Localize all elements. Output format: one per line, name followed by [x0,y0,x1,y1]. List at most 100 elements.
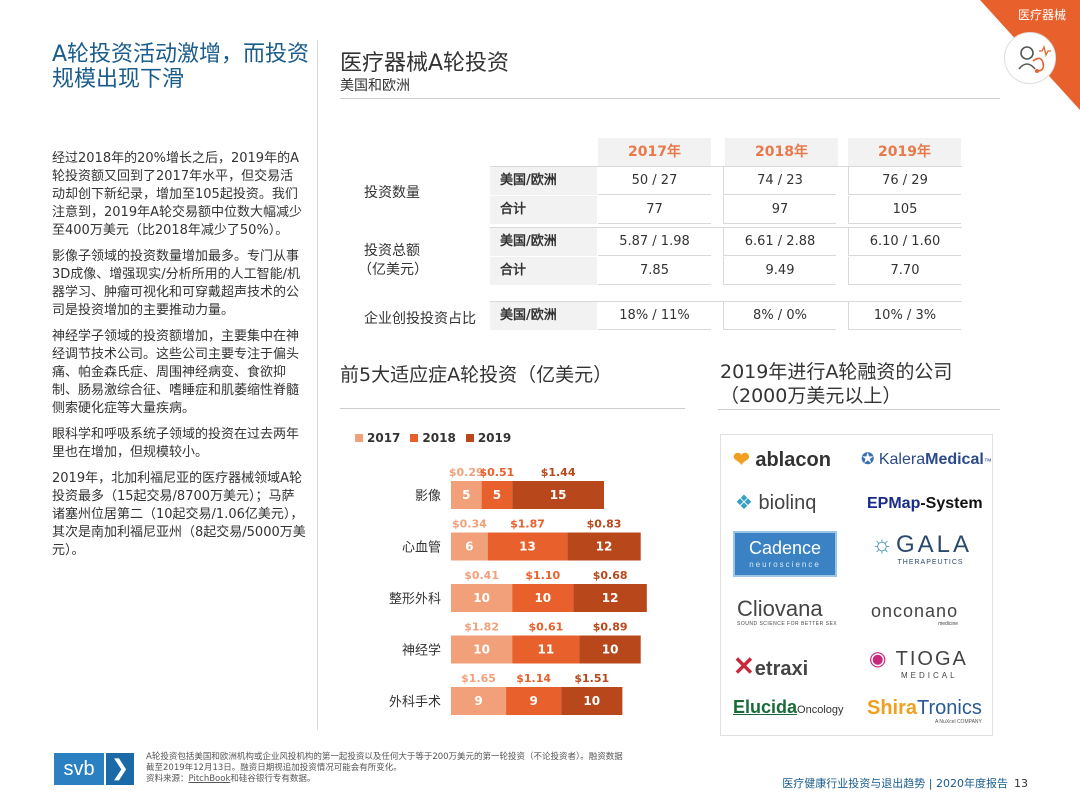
bar-segment [573,584,647,612]
page-number: 13 [1014,777,1028,790]
source-link[interactable]: PitchBook [188,774,231,784]
medical-device-icon [1004,32,1056,84]
bar-value-label: 11 [538,643,555,657]
bar-segment [561,687,623,715]
table-row-key: 美国/欧洲 [490,228,597,256]
logo-ablacon: ❤ ablacon [733,449,831,471]
table-cell: 5.87 / 1.98 [598,228,711,256]
bar-segment [481,481,513,509]
chevron-right-icon: ❯ [106,753,134,785]
body-paragraph: 经过2018年的20%增长之后，2019年的A轮投资额又回到了2017年水平，但… [52,151,302,238]
chart-rule [340,408,685,409]
table-row-key: 合计 [490,196,597,224]
bar-amount-label: $0.41 [464,569,499,582]
table-cell: 77 [598,196,711,224]
table-cell: 7.70 [848,257,961,285]
logo-biolinq: ❖ biolinq [735,492,817,514]
table-group-label: 投资数量 [364,185,420,201]
logo-shiratronics: ShiraTronics A NuXcel COMPANY [867,697,982,725]
logo-kaleramedical: ✪ KaleraMedical™ [861,451,992,468]
table-cell: 97 [723,196,836,224]
bar-amount-label: $1.44 [541,466,576,479]
bar-value-label: 13 [519,540,536,554]
bar-amount-label: $1.14 [516,672,551,685]
bar-value-label: 10 [534,591,551,605]
vertical-divider [317,40,318,730]
bar-value-label: 9 [529,694,537,708]
bar-amount-label: $1.82 [464,621,499,634]
table-cell: 76 / 29 [848,167,961,195]
bar-segment [512,481,604,509]
bar-chart: 影像 5 $0.29 5 $0.51 15 $1.44 心血管 6 $0.34 13 $1.87 12 $… [389,466,647,715]
bar-segment [451,687,507,715]
body-paragraph: 影像子领域的投资数量增加最多。专门从事3D成像、增强现实/分析所用的人工智能/机… [52,249,301,318]
table-cell: 6.10 / 1.60 [848,228,961,256]
table-cell: 10% / 3% [848,302,961,330]
bar-segment [512,584,574,612]
bar-segment [506,687,562,715]
table-cell: 74 / 23 [723,167,836,195]
corner-label: 医疗器械 [1017,8,1066,22]
table-cell: 8% / 0% [723,302,836,330]
svb-logo: svb ❯ [54,753,134,785]
bar-value-label: 12 [602,591,619,605]
table-row-key: 美国/欧洲 [490,302,597,330]
logo-vetraxi: ✕etraxi [733,651,809,681]
body-paragraph: 2019年，北加利福尼亚的医疗器械领域A轮投资最多（15起交易/8700万美元）… [52,471,306,558]
bar-amount-label: $0.89 [593,621,628,634]
bar-segment [487,532,568,561]
bar-amount-label: $0.83 [587,518,622,531]
table-cell: 105 [848,196,961,224]
table-year-header: 2018年 [725,138,838,166]
bar-segment [451,481,482,509]
bar-amount-label: $0.34 [452,518,487,531]
section-title: 医疗器械A轮投资 [340,51,510,76]
bar-amount-label: $1.65 [461,672,496,685]
bar-value-label: 10 [473,643,490,657]
report-footer: 医疗健康行业投资与退出趋势 | 2020年度报告 13 [782,777,1028,790]
table-cell: 18% / 11% [598,302,711,330]
bar-segment [579,635,641,664]
table-group-label: 企业创投投资占比 [364,311,476,327]
logo-gala: ☼GALA THERAPEUTICS [871,531,973,566]
table-cell: 50 / 27 [598,167,711,195]
bar-amount-label: $1.10 [525,569,560,582]
table-row-key: 美国/欧洲 [490,167,597,195]
bar-value-label: 10 [473,591,490,605]
legend-item: 2018 [410,431,456,445]
bar-segment [451,532,488,561]
category-label: 神经学 [402,643,441,659]
table-cell: 7.85 [598,257,711,285]
table-group-label: （亿美元） [358,262,428,278]
category-label: 整形外科 [389,592,441,607]
bar-segment [451,584,513,612]
bar-amount-label: $1.51 [574,672,609,685]
body-paragraph: 眼科学和呼吸系统子领域的投资在过去两年里也在增加，但规模较小。 [52,427,300,460]
bar-segment [512,635,580,664]
companies-rule [718,409,1000,410]
bar-value-label: 10 [602,643,619,657]
table-cell: 6.61 / 2.88 [723,228,836,256]
bar-value-label: 6 [465,540,473,554]
bar-value-label: 12 [596,540,613,554]
logo-onconano: onconano medicine [871,601,959,627]
footnote: A轮投资包括美国和欧洲机构或企业风投机构的第一起投资以及任何大于等于200万美元… [146,752,623,784]
bar-value-label: 5 [462,488,470,502]
category-label: 心血管 [402,541,441,556]
logo-tioga: ◉ TIOGA MEDICAL [869,648,968,680]
bar-amount-label: $0.61 [528,621,563,634]
body-paragraph: 神经学子领域的投资额增加，主要集中在神经调节技术公司。这些公司主要专注于偏头痛、… [52,329,300,416]
section-subtitle: 美国和欧洲 [340,78,410,94]
legend-item: 2017 [355,431,400,445]
page-headline: A轮投资活动激增，而投资规模出现下滑 [52,42,310,92]
bar-value-label: 9 [474,694,482,708]
companies-title: 2019年进行A轮融资的公司 （2000万美元以上） [720,361,953,407]
bar-segment [451,635,513,664]
bar-amount-label: $0.68 [593,569,628,582]
bar-value-label: 10 [583,694,600,708]
logo-elucida-oncology: ElucidaOncology [733,697,844,717]
bar-value-label: 5 [493,488,501,502]
section-rule [340,98,1000,99]
table-group-label: 投资总额 [364,243,420,259]
company-logos: ❤ ablacon ✪ KaleraMedical™ ❖ biolinq EPM… [720,434,993,736]
